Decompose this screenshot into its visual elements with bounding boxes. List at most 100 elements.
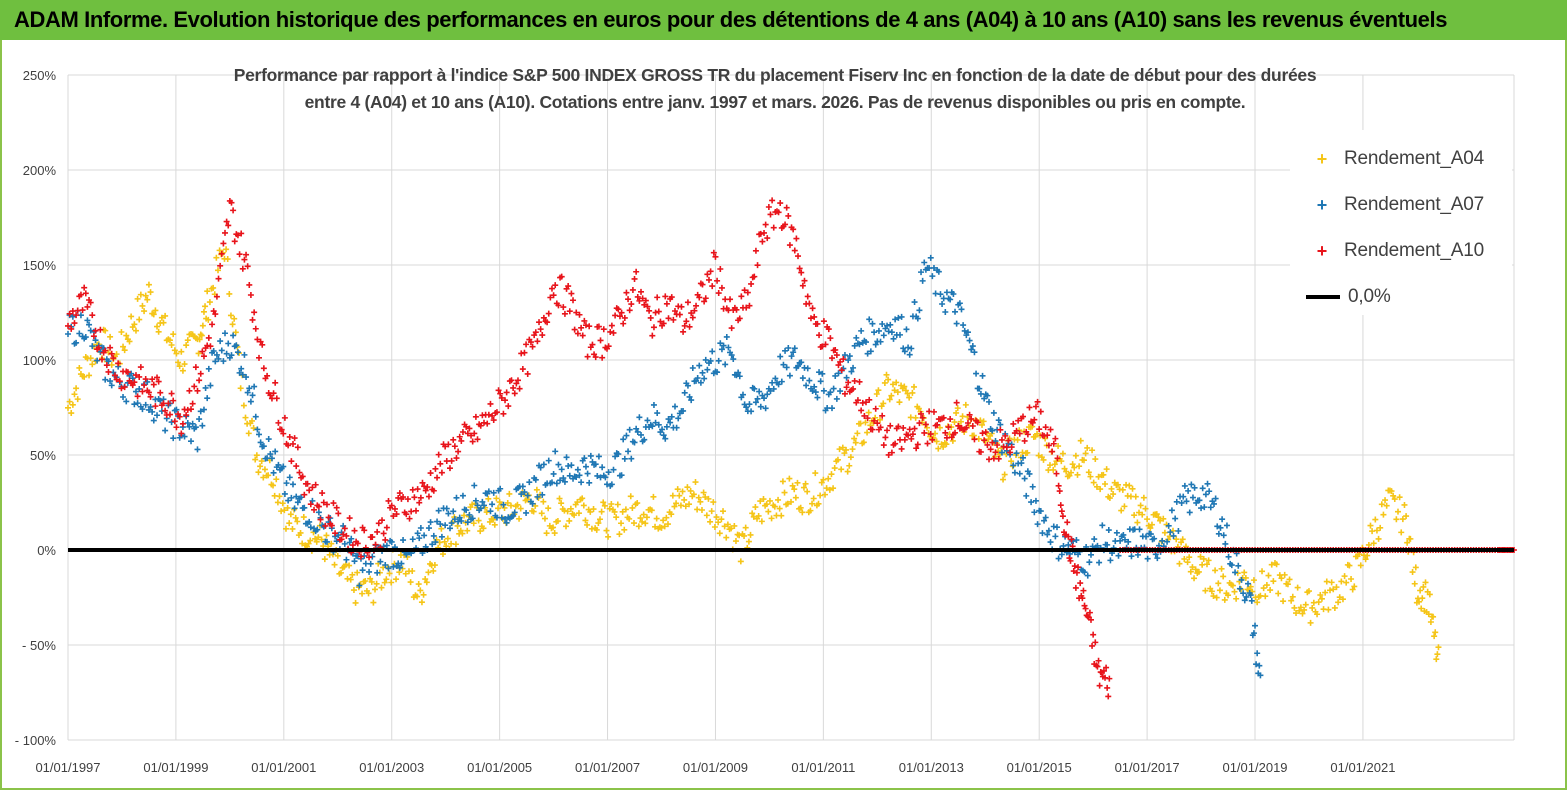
data-point [839, 444, 846, 451]
data-point [1168, 507, 1175, 514]
data-point [757, 403, 764, 410]
data-point [629, 504, 636, 511]
data-point [103, 362, 110, 369]
data-point [715, 519, 722, 526]
data-point [671, 307, 678, 314]
data-point [751, 273, 758, 280]
x-tick-label: 01/01/2007 [575, 760, 640, 775]
data-point [123, 332, 130, 339]
data-point [764, 391, 771, 398]
data-point [953, 320, 960, 327]
data-point [684, 299, 691, 306]
data-point [712, 253, 719, 260]
data-point [688, 397, 695, 404]
data-point [411, 494, 418, 501]
data-point [403, 511, 410, 518]
data-point [131, 321, 138, 328]
data-point [724, 521, 731, 528]
data-point [171, 347, 178, 354]
data-point [829, 355, 836, 362]
data-point [697, 498, 704, 505]
data-point [275, 419, 282, 426]
data-point [820, 476, 827, 483]
data-point [856, 341, 863, 348]
data-point [791, 345, 798, 352]
data-point [551, 530, 558, 537]
data-point [1092, 639, 1099, 646]
x-tick-label: 01/01/1997 [35, 760, 100, 775]
data-point [711, 524, 718, 531]
data-point [1107, 557, 1114, 564]
data-point [954, 405, 961, 412]
data-point [215, 275, 222, 282]
data-point [1335, 599, 1342, 606]
data-point [282, 525, 289, 532]
data-point [686, 393, 693, 400]
data-point [242, 414, 249, 421]
data-point [1323, 578, 1330, 585]
data-point [258, 458, 265, 465]
data-point [73, 385, 80, 392]
data-point [728, 352, 735, 359]
data-point [1248, 597, 1255, 604]
data-point [199, 322, 206, 329]
data-point [727, 296, 734, 303]
data-point [550, 524, 557, 531]
data-point [582, 517, 589, 524]
data-point [1435, 644, 1442, 651]
data-point [152, 403, 159, 410]
data-point [625, 296, 632, 303]
data-point [761, 229, 768, 236]
data-point [778, 512, 785, 519]
data-point [145, 389, 152, 396]
data-point [830, 485, 837, 492]
data-point [490, 417, 497, 424]
data-point [760, 496, 767, 503]
data-point [1142, 505, 1149, 512]
data-point [157, 397, 164, 404]
data-point [940, 414, 947, 421]
data-point [1095, 657, 1102, 664]
data-point [676, 492, 683, 499]
data-point [265, 472, 272, 479]
data-point [1434, 651, 1441, 658]
data-point [1105, 693, 1112, 700]
data-point [665, 315, 672, 322]
data-point [385, 565, 392, 572]
data-point [843, 446, 850, 453]
data-point [1069, 461, 1076, 468]
data-point [81, 373, 88, 380]
data-point [785, 344, 792, 351]
data-point [1215, 530, 1222, 537]
data-point [111, 372, 118, 379]
data-point [911, 425, 918, 432]
data-point [315, 503, 322, 510]
data-point [621, 455, 628, 462]
data-point [845, 379, 852, 386]
data-point [219, 249, 226, 256]
data-point [134, 393, 141, 400]
data-point [1256, 662, 1263, 669]
data-point [374, 569, 381, 576]
data-point [334, 552, 341, 559]
data-point [986, 398, 993, 405]
data-point [1000, 476, 1007, 483]
legend-label-a07: Rendement_A07 [1344, 194, 1485, 215]
data-point [704, 366, 711, 373]
data-point [968, 415, 975, 422]
data-point [929, 436, 936, 443]
data-point [956, 300, 963, 307]
data-point [799, 282, 806, 289]
data-point [314, 526, 321, 533]
data-point [1089, 642, 1096, 649]
data-point [435, 507, 442, 514]
data-point [304, 480, 311, 487]
data-point [1103, 664, 1110, 671]
data-point [563, 454, 570, 461]
data-point [623, 289, 630, 296]
data-point [766, 497, 773, 504]
data-point [943, 441, 950, 448]
data-point [474, 502, 481, 509]
data-point [1144, 555, 1151, 562]
data-point [120, 394, 127, 401]
